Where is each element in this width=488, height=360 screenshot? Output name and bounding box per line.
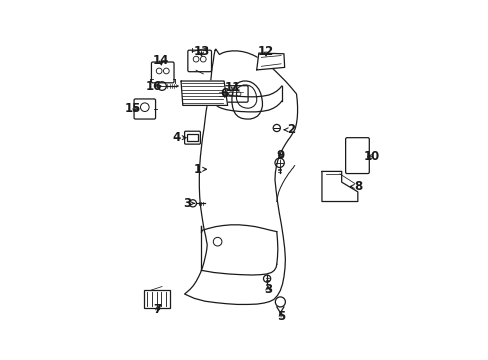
Text: 16: 16 [145,80,162,93]
Bar [143,290,169,308]
Text: 10: 10 [363,150,379,163]
Text: 6: 6 [220,87,228,100]
Polygon shape [321,171,357,202]
Bar [187,134,197,141]
Polygon shape [181,81,227,105]
Text: 5: 5 [276,310,285,324]
Polygon shape [256,53,284,70]
Text: 4: 4 [172,131,185,144]
Text: 13: 13 [193,45,209,58]
Text: 8: 8 [350,180,362,193]
Text: 9: 9 [276,149,284,162]
Text: 3: 3 [183,197,194,210]
Text: 7: 7 [153,303,162,316]
Text: 15: 15 [124,103,141,116]
Text: 12: 12 [257,45,274,58]
Text: 1: 1 [193,163,206,176]
Text: 3: 3 [263,283,271,296]
Text: 11: 11 [224,81,241,94]
Text: 14: 14 [153,54,169,67]
Text: 2: 2 [284,123,295,136]
